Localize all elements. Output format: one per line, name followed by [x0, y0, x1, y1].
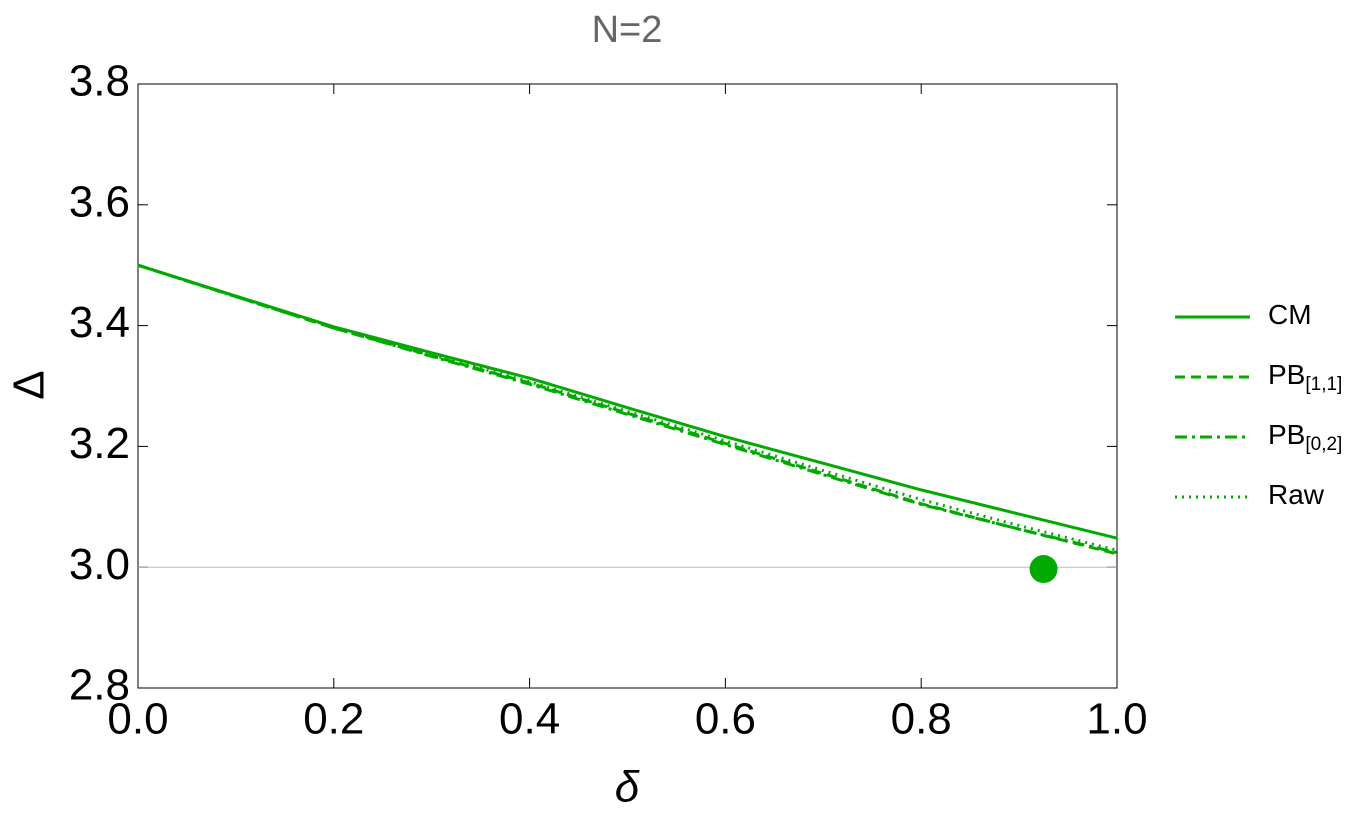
legend-label: Raw: [1268, 479, 1325, 510]
legend-subscript: [1,1]: [1305, 374, 1342, 395]
legend-label: CM: [1268, 299, 1312, 330]
x-tick-label: 1.0: [1086, 695, 1147, 744]
x-tick-label: 0.0: [107, 695, 168, 744]
x-tick-label: 0.4: [499, 695, 560, 744]
legend-subscript: [0,2]: [1305, 434, 1342, 455]
plot-frame: [137, 83, 1118, 689]
legend-name: CM: [1268, 299, 1312, 330]
series-line: [137, 263, 1118, 556]
point: [1029, 555, 1058, 584]
legend-name: PB: [1268, 419, 1305, 450]
y-tick-label: 3.0: [69, 540, 130, 589]
y-tick-label: 3.2: [69, 419, 130, 468]
x-axis-label: δ: [615, 763, 640, 812]
x-tick-label: 0.8: [891, 695, 952, 744]
legend-label: PB[1,1]: [1268, 359, 1342, 395]
series-line: [137, 263, 1118, 555]
x-tick-label: 0.2: [303, 695, 364, 744]
y-axis-label: Δ: [5, 370, 54, 399]
legend-name: PB: [1268, 359, 1305, 390]
y-tick-label: 2.8: [69, 661, 130, 710]
x-tick-label: 0.6: [695, 695, 756, 744]
y-tick-label: 3.8: [69, 57, 130, 106]
legend-label: PB[0,2]: [1268, 419, 1342, 455]
series-line: [137, 263, 1118, 540]
y-tick-label: 3.4: [69, 298, 130, 347]
legend-name: Raw: [1268, 479, 1325, 510]
chart-title: N=2: [592, 9, 663, 51]
y-tick-label: 3.6: [69, 177, 130, 226]
